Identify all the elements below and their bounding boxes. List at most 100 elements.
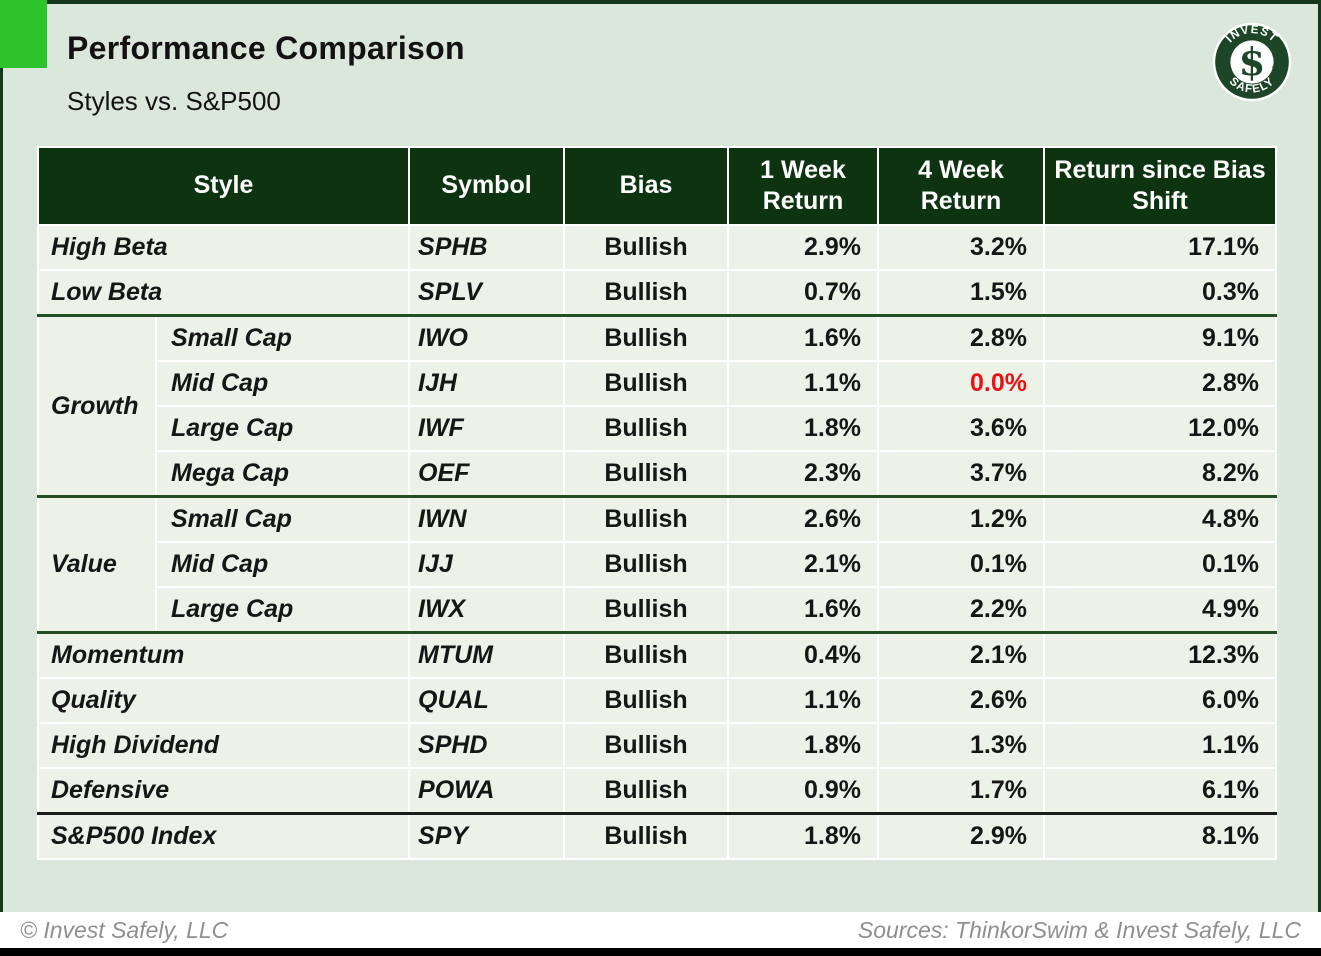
week4-return-cell: 2.9% (877, 812, 1046, 860)
week1-return-cell: 2.3% (727, 450, 880, 498)
return-since-bias-shift-cell: 4.8% (1043, 495, 1278, 543)
bias-cell: Bullish (563, 812, 730, 860)
logo-arc-top-text: INVEST (1223, 23, 1279, 45)
week4-return-cell: 3.2% (877, 224, 1046, 271)
col-header-symbol: Symbol (408, 146, 566, 226)
table-row: S&P500 Index SPY Bullish 1.8% 2.9% 8.1% (36, 812, 1278, 860)
week1-return-cell: 1.6% (727, 314, 880, 362)
style-cell: S&P500 Index (36, 812, 411, 860)
col-header-week1-return: 1 Week Return (727, 146, 880, 226)
week1-return-cell: 1.1% (727, 677, 880, 724)
week4-return-cell: 1.7% (877, 767, 1046, 815)
symbol-cell: SPHD (408, 722, 566, 769)
table-row: Large Cap IWX Bullish 1.6% 2.2% 4.9% (38, 586, 1278, 634)
table-row: Value Small Cap IWN Bullish 2.6% 1.2% 4.8% (37, 495, 1278, 634)
week4-return-cell: 1.3% (877, 722, 1046, 769)
week4-return-cell: 2.2% (877, 586, 1046, 634)
symbol-cell: IWX (408, 586, 566, 634)
style-group-cell: Growth (37, 314, 157, 498)
table-row: Growth Small Cap IWO Bullish 1.6% 2.8% 9.1% (37, 314, 1278, 498)
table-row: Low Beta SPLV Bullish 0.7% 1.5% 0.3% (36, 269, 1278, 317)
symbol-cell: MTUM (408, 631, 566, 679)
slide-border-top (0, 0, 1321, 4)
table-row: Momentum MTUM Bullish 0.4% 2.1% 12.3% (36, 631, 1278, 679)
symbol-cell: IWO (408, 314, 566, 362)
table-row: Quality QUAL Bullish 1.1% 2.6% 6.0% (36, 677, 1278, 724)
week1-return-cell: 0.4% (727, 631, 880, 679)
bias-cell: Bullish (563, 405, 730, 452)
bias-cell: Bullish (563, 677, 730, 724)
week4-return-cell: 3.6% (877, 405, 1046, 452)
slide-border-left (0, 0, 3, 912)
bias-cell: Bullish (563, 722, 730, 769)
symbol-cell: IJJ (408, 541, 566, 588)
return-since-bias-shift-cell: 12.3% (1043, 631, 1278, 679)
week1-return-cell: 1.8% (727, 722, 880, 769)
col-header-bias: Bias (563, 146, 730, 226)
bias-cell: Bullish (563, 269, 730, 317)
bias-cell: Bullish (563, 541, 730, 588)
style-sub-cell: Mid Cap (154, 541, 411, 588)
bias-cell: Bullish (563, 314, 730, 362)
col-header-return-since-bias-shift: Return since Bias Shift (1043, 146, 1278, 226)
bias-cell: Bullish (563, 360, 730, 407)
table-row: Mega Cap OEF Bullish 2.3% 3.7% 8.2% (38, 450, 1278, 498)
style-cell: High Dividend (36, 722, 411, 769)
page-subtitle: Styles vs. S&P500 (67, 86, 281, 116)
week4-return-cell: 2.1% (877, 631, 1046, 679)
col-header-style: Style (36, 146, 411, 226)
svg-text:INVEST: INVEST (1223, 23, 1280, 45)
style-sub-cell: Mega Cap (154, 450, 411, 498)
logo-arc-bottom-text: SAFELY (1227, 75, 1276, 96)
table-row: High Beta SPHB Bullish 2.9% 3.2% 17.1% (36, 224, 1278, 271)
symbol-cell: QUAL (408, 677, 566, 724)
bias-cell: Bullish (563, 224, 730, 271)
logo-dollar-monogram: $ (1239, 40, 1266, 85)
week1-return-cell: 1.1% (727, 360, 880, 407)
table-row: Large Cap IWF Bullish 1.8% 3.6% 12.0% (38, 405, 1278, 452)
week4-return-cell: 2.8% (877, 314, 1046, 362)
return-since-bias-shift-cell: 1.1% (1043, 722, 1278, 769)
return-since-bias-shift-cell: 6.1% (1043, 767, 1278, 815)
bottom-bar (0, 948, 1321, 956)
col-header-week4-return: 4 Week Return (877, 146, 1046, 226)
week1-return-cell: 1.8% (727, 405, 880, 452)
accent-square (0, 0, 47, 68)
symbol-cell: IJH (408, 360, 566, 407)
style-group-cell: Value (37, 495, 157, 634)
symbol-cell: IWN (408, 495, 566, 543)
style-sub-cell: Large Cap (154, 405, 411, 452)
table-row: Mid Cap IJJ Bullish 2.1% 0.1% 0.1% (38, 541, 1278, 588)
invest-safely-logo-icon: INVEST SAFELY $ TM (1212, 22, 1292, 102)
style-sub-cell: Small Cap (154, 314, 411, 362)
return-since-bias-shift-cell: 4.9% (1043, 586, 1278, 634)
footer-copyright: © Invest Safely, LLC (20, 916, 229, 943)
week1-return-cell: 1.8% (727, 812, 880, 860)
footer-sources: Sources: ThinkorSwim & Invest Safely, LL… (857, 916, 1301, 943)
symbol-cell: SPHB (408, 224, 566, 271)
style-cell: Low Beta (36, 269, 411, 317)
return-since-bias-shift-cell: 9.1% (1043, 314, 1278, 362)
bias-cell: Bullish (563, 767, 730, 815)
return-since-bias-shift-cell: 12.0% (1043, 405, 1278, 452)
bias-cell: Bullish (563, 450, 730, 498)
week4-return-cell: 1.5% (877, 269, 1046, 317)
table-row: Defensive POWA Bullish 0.9% 1.7% 6.1% (36, 767, 1278, 815)
table-header-row: Style Symbol Bias 1 Week Return 4 Week R… (36, 146, 1278, 226)
logo-trademark: TM (1271, 64, 1277, 69)
footer: © Invest Safely, LLC Sources: ThinkorSwi… (0, 912, 1321, 948)
return-since-bias-shift-cell: 0.1% (1043, 541, 1278, 588)
week4-return-cell: 0.1% (877, 541, 1046, 588)
performance-table: Style Symbol Bias 1 Week Return 4 Week R… (36, 146, 1278, 860)
style-cell: Momentum (36, 631, 411, 679)
symbol-cell: SPLV (408, 269, 566, 317)
week1-return-cell: 2.1% (727, 541, 880, 588)
style-sub-cell: Large Cap (154, 586, 411, 634)
week4-return-cell: 0.0% (877, 360, 1046, 407)
return-since-bias-shift-cell: 0.3% (1043, 269, 1278, 317)
style-sub-cell: Small Cap (154, 495, 411, 543)
svg-text:SAFELY: SAFELY (1227, 75, 1277, 96)
return-since-bias-shift-cell: 2.8% (1043, 360, 1278, 407)
style-sub-cell: Mid Cap (154, 360, 411, 407)
week1-return-cell: 0.9% (727, 767, 880, 815)
